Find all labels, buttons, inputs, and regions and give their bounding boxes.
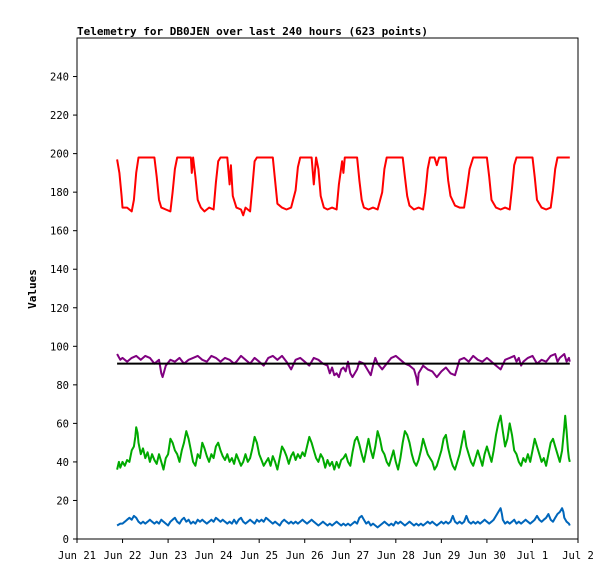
x-axis: Jun 21 Jun 22 Jun 23 Jun 24 Jun 25 Jun 26 Jun … — [58, 539, 594, 562]
x-tick-label: Jun 26 — [286, 550, 324, 562]
y-tick-label: 0 — [63, 534, 69, 546]
series-line-2 — [116, 353, 571, 386]
x-tick-label: Jun 25 — [240, 550, 278, 562]
x-tick-label: Jun 21 — [58, 550, 96, 562]
y-tick-label: 140 — [50, 264, 69, 276]
series-group — [116, 156, 571, 529]
series-line-1 — [116, 156, 570, 217]
x-tick-label: Jul 2 — [562, 550, 594, 562]
x-tick-label: Jul 1 — [517, 550, 549, 562]
chart-title: Telemetry for DB0JEN over last 240 hours… — [77, 25, 428, 38]
y-tick-label: 180 — [50, 187, 69, 199]
x-tick-label: Jun 22 — [104, 550, 142, 562]
y-axis-label: Values — [26, 269, 39, 309]
x-tick-label: Jun 24 — [195, 550, 233, 562]
y-tick-label: 20 — [56, 495, 69, 507]
x-tick-label: Jun 28 — [377, 550, 415, 562]
x-tick-label: Jun 29 — [422, 550, 460, 562]
x-tick-label: Jun 27 — [331, 550, 369, 562]
series-line-4 — [116, 414, 571, 471]
series-line-5 — [116, 507, 571, 529]
y-tick-label: 100 — [50, 341, 69, 353]
y-tick-label: 200 — [50, 149, 69, 161]
y-tick-label: 240 — [50, 72, 69, 84]
y-tick-label: 40 — [56, 457, 69, 469]
y-tick-label: 120 — [50, 303, 69, 315]
y-axis: 0 20 40 60 80 100 120 140 160 180 200 220 240 — [50, 72, 77, 546]
x-tick-label: Jun 23 — [149, 550, 187, 562]
x-tick-label: Jun 30 — [468, 550, 506, 562]
y-tick-label: 80 — [56, 380, 69, 392]
y-tick-label: 160 — [50, 226, 69, 238]
y-tick-label: 220 — [50, 110, 69, 122]
y-tick-label: 60 — [56, 418, 69, 430]
plot-area-frame — [76, 37, 579, 540]
